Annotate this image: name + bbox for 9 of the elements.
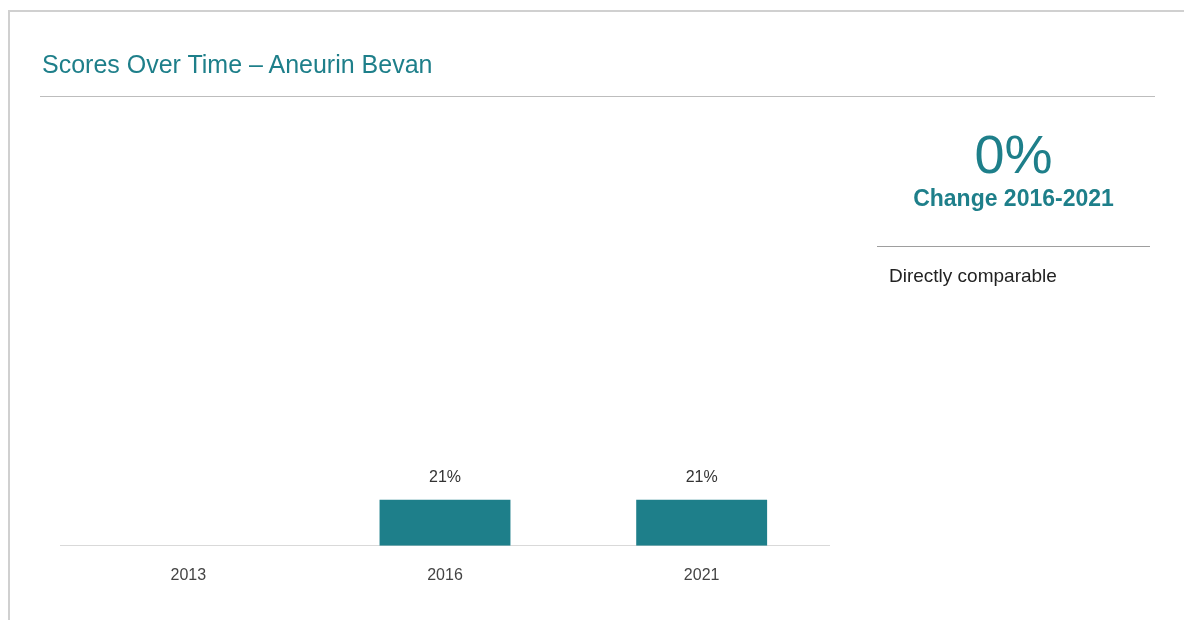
chart-title: Scores Over Time – Aneurin Bevan bbox=[42, 50, 433, 79]
text: Change 2016-2021 bbox=[912, 185, 1115, 212]
data-label: 21% bbox=[685, 468, 718, 486]
text: Directly comparable bbox=[888, 265, 1058, 287]
x-tick-label: 2016 bbox=[427, 565, 463, 583]
data-label: 21% bbox=[428, 468, 462, 486]
text: 0% bbox=[973, 124, 1054, 184]
x-tick-label: 2021 bbox=[683, 565, 720, 583]
x-tick-label: 2013 bbox=[170, 565, 207, 583]
